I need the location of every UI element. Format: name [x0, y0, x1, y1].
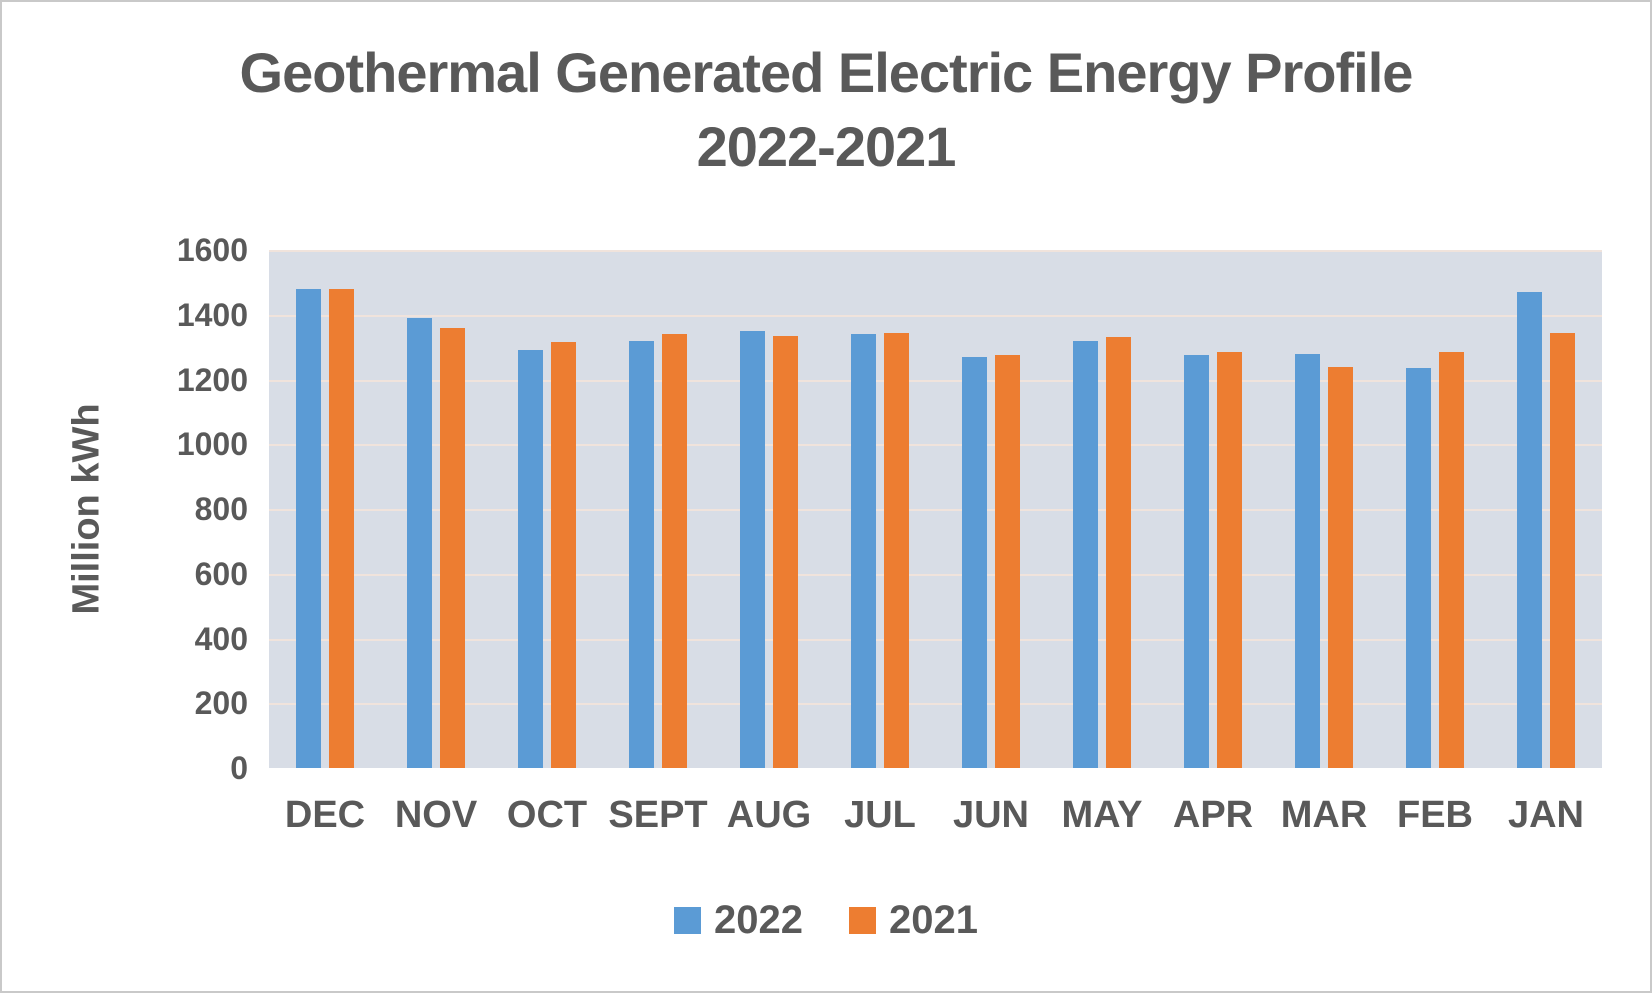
- bar-2022-apr: [1184, 355, 1209, 768]
- y-tick-label: 1600: [176, 232, 248, 268]
- bar-2021-jun: [995, 355, 1020, 768]
- bar-2021-dec: [329, 289, 354, 768]
- gridline: [269, 574, 1602, 576]
- gridline: [269, 315, 1602, 317]
- legend-label-2021: 2021: [889, 898, 978, 942]
- x-axis-label-mar: MAR: [1280, 794, 1368, 836]
- legend: 2022 2021: [2, 900, 1650, 940]
- x-axis-label-dec: DEC: [284, 794, 366, 836]
- y-tick-label: 1400: [176, 297, 248, 333]
- bar-2022-nov: [407, 318, 432, 768]
- y-tick-label: 800: [194, 491, 248, 527]
- gridline: [269, 444, 1602, 446]
- plot-area: [269, 250, 1602, 768]
- gridline: [269, 639, 1602, 641]
- bar-2021-mar: [1328, 367, 1353, 768]
- gridline: [269, 703, 1602, 705]
- x-axis-label-feb: FEB: [1397, 794, 1473, 836]
- bar-2021-jul: [884, 333, 909, 768]
- gridline: [269, 509, 1602, 511]
- legend-swatch-2022: [674, 906, 702, 934]
- gridline: [269, 380, 1602, 382]
- x-axis-label-aug: AUG: [726, 794, 812, 836]
- bar-2021-may: [1106, 337, 1131, 768]
- bar-2021-sept: [662, 334, 687, 768]
- bar-2021-feb: [1439, 352, 1464, 768]
- y-tick-label: 200: [194, 685, 248, 721]
- gridline: [269, 250, 1602, 252]
- bar-2022-jun: [962, 357, 987, 768]
- x-axis-label-jul: JUL: [844, 794, 916, 836]
- bar-2022-jul: [851, 334, 876, 768]
- bar-2021-jan: [1550, 333, 1575, 768]
- chart-subtitle: 2022-2021: [696, 115, 957, 178]
- bar-2022-aug: [740, 331, 765, 768]
- y-tick-label: 1000: [176, 426, 248, 462]
- x-axis-labels: DEC NOV OCT SEPT AUG JUL JUN MAY APR MAR FEB JAN: [269, 794, 1602, 844]
- bar-2021-aug: [773, 336, 798, 768]
- y-tick-label: 1200: [176, 362, 248, 398]
- bar-2022-may: [1073, 341, 1098, 768]
- bar-2021-apr: [1217, 352, 1242, 768]
- legend-label-2022: 2022: [714, 898, 803, 942]
- bar-2021-nov: [440, 328, 465, 768]
- chart-title: Geothermal Generated Electric Energy Pro…: [239, 41, 1414, 104]
- bar-2022-feb: [1406, 368, 1431, 768]
- y-tick-label: 0: [230, 750, 248, 786]
- legend-swatch-2021: [849, 906, 876, 934]
- x-axis-label-oct: OCT: [506, 794, 588, 836]
- bar-2022-mar: [1295, 354, 1320, 768]
- y-tick-label: 400: [194, 621, 248, 657]
- bar-2022-sept: [629, 341, 654, 768]
- bar-2022-jan: [1517, 292, 1542, 768]
- x-axis-label-sept: SEPT: [608, 794, 708, 836]
- bar-2022-dec: [296, 289, 321, 768]
- x-axis-label-may: MAY: [1061, 794, 1143, 836]
- bar-2022-oct: [518, 350, 543, 768]
- bar-2021-oct: [551, 342, 576, 768]
- legend-item-2022: 2022: [674, 900, 803, 940]
- y-axis-title: Million kWh: [65, 403, 108, 615]
- y-tick-label: 600: [194, 556, 248, 592]
- x-axis-label-nov: NOV: [394, 794, 478, 836]
- x-axis-label-apr: APR: [1172, 794, 1254, 836]
- x-axis-label-jun: JUN: [952, 794, 1030, 836]
- y-axis-ticks: 0 200 400 600 800 1000 1200 1400 1600: [120, 2, 248, 991]
- x-axis-label-jan: JAN: [1507, 794, 1585, 836]
- legend-item-2021: 2021: [849, 900, 978, 940]
